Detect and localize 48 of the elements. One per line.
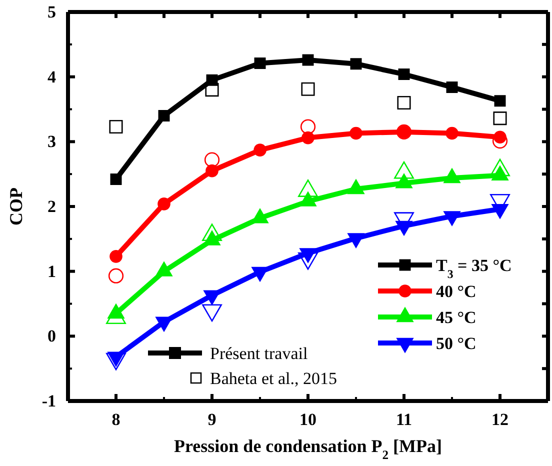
legend-label: 40 °C	[436, 282, 476, 301]
point	[106, 352, 126, 370]
point	[444, 211, 460, 226]
y-tick-label: 1	[48, 262, 56, 281]
legend-label: Baheta et al., 2015	[210, 369, 337, 388]
point	[350, 58, 362, 70]
point	[254, 57, 266, 69]
x-tick-label: 11	[396, 410, 412, 430]
point	[109, 120, 123, 134]
point	[298, 252, 318, 270]
y-tick-label: 5	[48, 2, 56, 22]
y-tick-label: 2	[48, 196, 56, 216]
x-tick-label: 9	[208, 410, 216, 430]
point	[300, 119, 316, 134]
point	[158, 110, 170, 122]
point	[205, 83, 219, 97]
x-tick-label: 8	[112, 410, 120, 430]
y-tick-label: -1	[42, 391, 56, 410]
point	[156, 316, 172, 332]
point	[206, 164, 218, 178]
y-tick-label: 3	[48, 132, 56, 152]
point	[301, 82, 315, 96]
legend-label: T$_{3}$ = 35 °C	[436, 256, 512, 281]
point	[397, 96, 411, 110]
legend-label: 50 °C	[436, 334, 476, 353]
point	[493, 112, 507, 126]
y-axis-title: COP	[6, 188, 26, 226]
point	[350, 126, 362, 140]
y-tick-label: 0	[48, 326, 56, 346]
point	[204, 152, 220, 168]
point	[494, 95, 506, 107]
point	[302, 131, 314, 144]
y-tick-label: 4	[48, 67, 56, 86]
point	[252, 266, 268, 282]
point	[446, 126, 458, 140]
point	[446, 81, 458, 93]
x-tick-label: 12	[492, 410, 508, 430]
point	[254, 144, 266, 156]
legend-label: 45 °C	[436, 308, 476, 327]
point	[348, 233, 364, 248]
annotation: Présent travail	[210, 344, 308, 363]
x-axis-title: Pression de condensation P$_{2}$ [MPa]	[174, 436, 442, 462]
point	[110, 174, 122, 186]
point	[158, 198, 170, 210]
point	[202, 304, 222, 322]
point	[302, 54, 314, 66]
x-tick-label: 10	[300, 410, 316, 430]
point	[398, 68, 410, 80]
